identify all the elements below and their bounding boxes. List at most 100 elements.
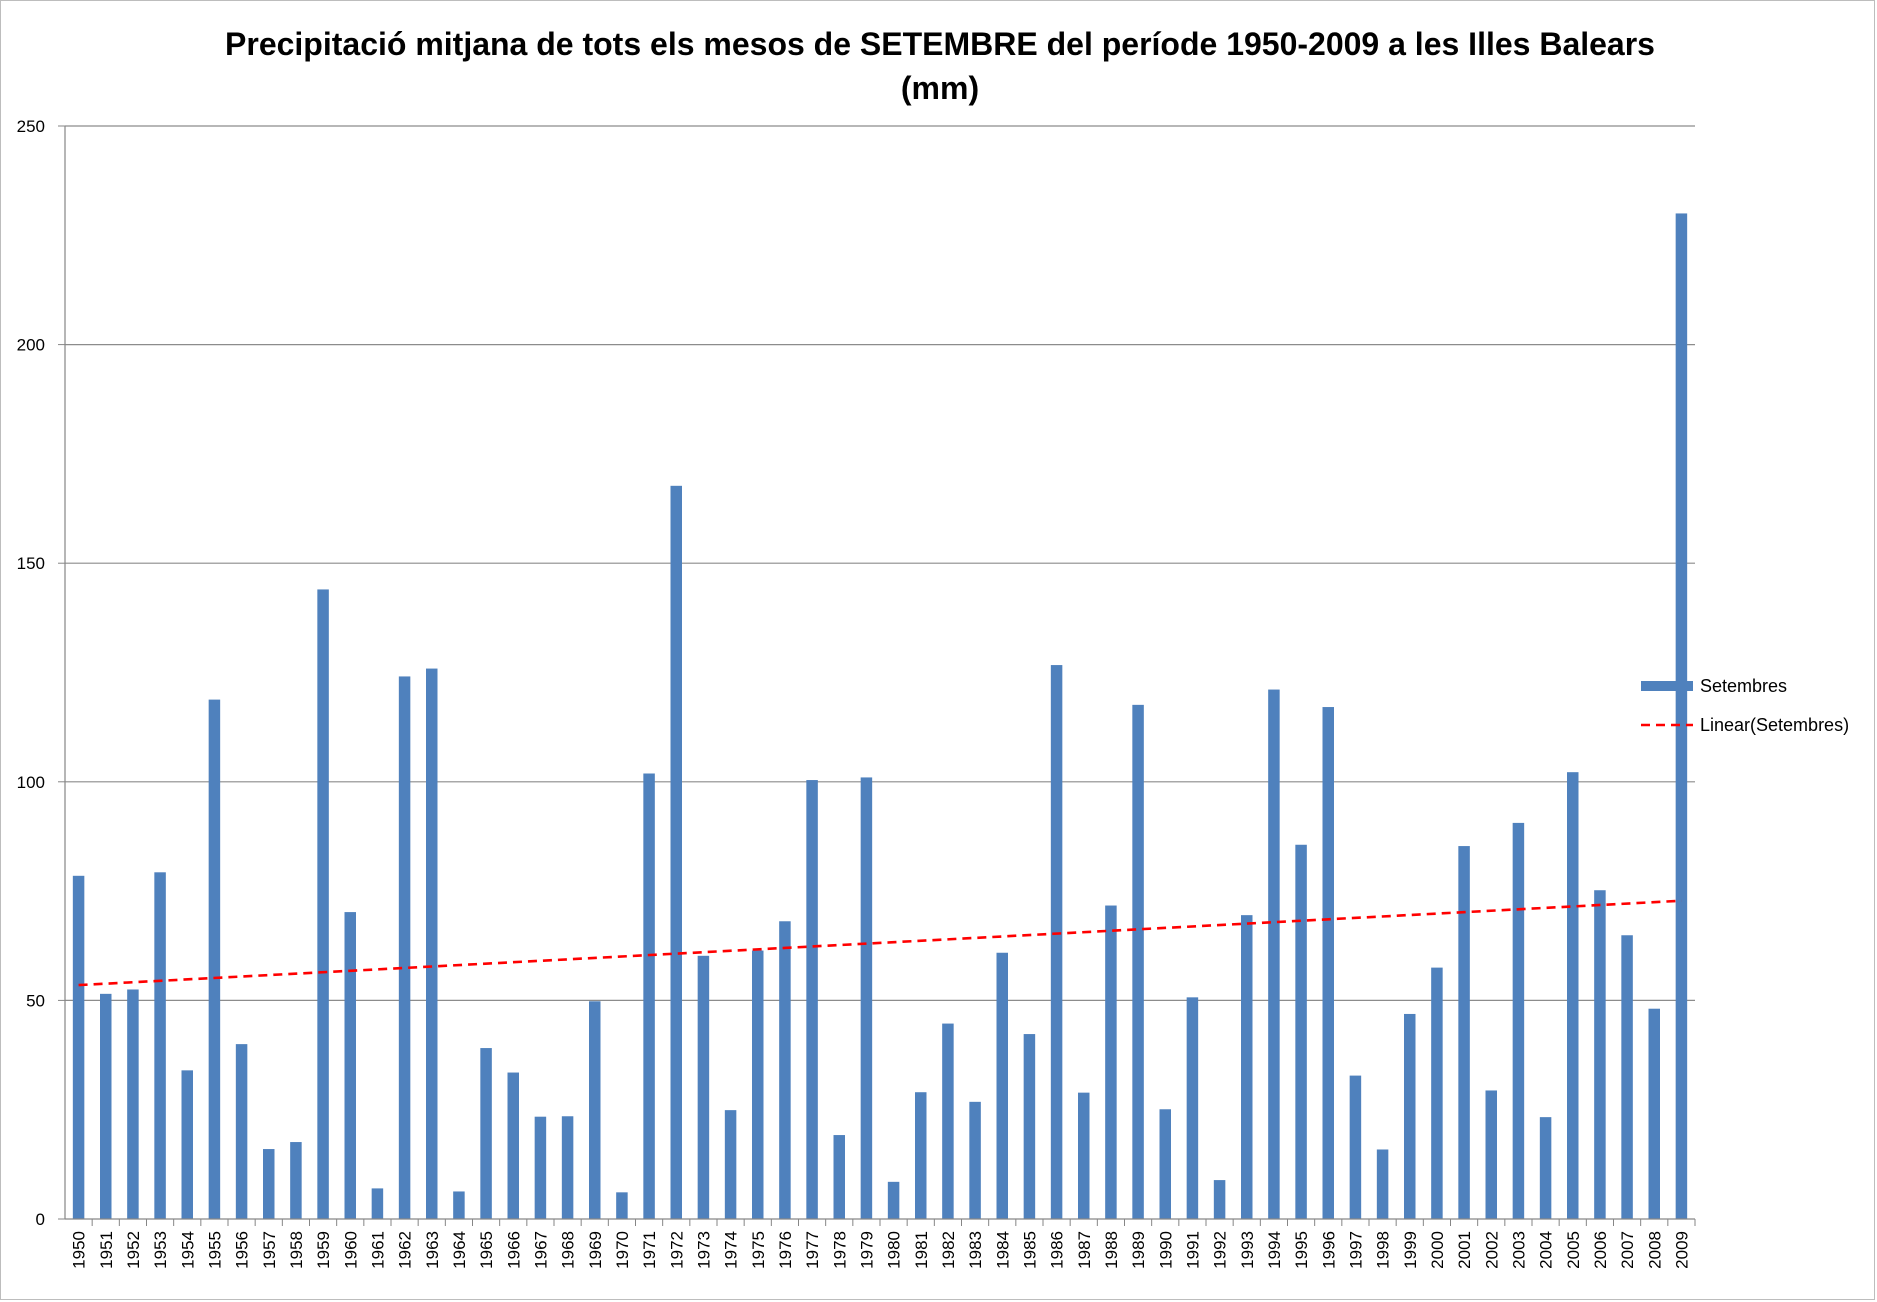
x-tick-label-1956: 1956	[233, 1231, 252, 1269]
bar-1973	[697, 955, 710, 1219]
x-tick-label-1957: 1957	[260, 1231, 279, 1269]
legend-label-trendline: Linear(Setembres)	[1700, 715, 1849, 735]
bar-2000	[1431, 967, 1443, 1219]
x-tick-label-1975: 1975	[749, 1231, 768, 1269]
x-tick-label-1965: 1965	[477, 1231, 496, 1269]
bar-1991	[1186, 997, 1199, 1219]
bar-1985	[1023, 1034, 1036, 1219]
bar-1982	[942, 1023, 954, 1219]
bar-1977	[806, 780, 818, 1219]
x-tick-label-1979: 1979	[857, 1231, 876, 1269]
x-tick-label-1960: 1960	[341, 1231, 360, 1269]
legend-label-setembres: Setembres	[1700, 676, 1787, 696]
bar-1958	[290, 1142, 302, 1219]
x-tick-label-1998: 1998	[1374, 1231, 1393, 1269]
bar-2001	[1458, 846, 1470, 1219]
x-tick-label-1982: 1982	[939, 1231, 958, 1269]
legend-swatch-setembres	[1641, 681, 1693, 691]
bar-1962	[398, 676, 411, 1219]
axes: 0 50 100 150 200 250 1950 1951 1952 1953 1954 1955 1…	[17, 117, 1696, 1269]
bar-1964	[453, 1191, 465, 1219]
bar-1972	[670, 485, 682, 1219]
bar-2006	[1594, 890, 1606, 1219]
bar-2002	[1485, 1090, 1497, 1219]
x-tick-label-1997: 1997	[1346, 1231, 1365, 1269]
x-tick-label-1971: 1971	[640, 1231, 659, 1269]
y-tick-label: 0	[36, 1210, 45, 1229]
trendline-series	[78, 899, 1682, 987]
bar-1976	[779, 921, 791, 1219]
bar-1989	[1132, 704, 1144, 1219]
bar-1984	[996, 952, 1008, 1219]
x-tick-label-2002: 2002	[1482, 1231, 1501, 1269]
bar-1951	[100, 993, 112, 1219]
bar-1995	[1295, 844, 1307, 1219]
x-tick-label-1968: 1968	[559, 1231, 578, 1269]
x-tick-label-1962: 1962	[396, 1231, 415, 1269]
x-tick-label-1950: 1950	[70, 1231, 89, 1269]
x-tick-label-1967: 1967	[531, 1231, 550, 1269]
bar-1980	[887, 1181, 900, 1219]
x-tick-label-1954: 1954	[178, 1231, 197, 1269]
y-tick-label: 250	[17, 117, 45, 136]
bar-1968	[561, 1116, 574, 1219]
bar-1994	[1268, 689, 1280, 1219]
y-tick-label: 150	[17, 554, 45, 573]
x-tick-label-1996: 1996	[1319, 1231, 1338, 1269]
bar-1957	[263, 1149, 275, 1219]
x-tick-label-1970: 1970	[613, 1231, 632, 1269]
x-tick-label-1974: 1974	[722, 1231, 741, 1269]
x-tick-label-1972: 1972	[667, 1231, 686, 1269]
y-tick-label: 200	[17, 336, 45, 355]
x-tick-label-1977: 1977	[803, 1231, 822, 1269]
x-tick-label-1985: 1985	[1020, 1231, 1039, 1269]
chart-title: Precipitació mitjana de tots els mesos d…	[160, 22, 1720, 110]
x-tick-label-2009: 2009	[1672, 1231, 1691, 1269]
x-tick-label-1999: 1999	[1401, 1231, 1420, 1269]
bar-2009	[1675, 213, 1688, 1219]
bar-1960	[344, 912, 356, 1219]
bar-1970	[616, 1192, 628, 1219]
bar-1950	[72, 875, 85, 1219]
x-tick-label-1973: 1973	[694, 1231, 713, 1269]
bar-1953	[154, 872, 166, 1219]
x-tick-label-1959: 1959	[314, 1231, 333, 1269]
bar-1997	[1349, 1075, 1362, 1219]
bar-1965	[480, 1048, 492, 1219]
bar-2005	[1567, 772, 1579, 1219]
bar-1971	[643, 773, 655, 1219]
bar-1966	[507, 1072, 519, 1219]
x-tick-label-2008: 2008	[1645, 1231, 1664, 1269]
bar-1999	[1404, 1013, 1416, 1219]
x-tick-label-1958: 1958	[287, 1231, 306, 1269]
bar-1983	[969, 1101, 981, 1219]
x-tick-label-1987: 1987	[1075, 1231, 1094, 1269]
x-tick-label-2001: 2001	[1455, 1231, 1474, 1269]
gridlines	[65, 125, 1695, 1002]
x-tick-label-1969: 1969	[586, 1231, 605, 1269]
x-tick-label-1976: 1976	[776, 1231, 795, 1269]
x-tick-label-1980: 1980	[885, 1231, 904, 1269]
x-tick-label-1995: 1995	[1292, 1231, 1311, 1269]
bar-1988	[1105, 905, 1117, 1219]
bar-2008	[1648, 1008, 1660, 1219]
bar-1963	[426, 668, 438, 1219]
x-tick-label-1951: 1951	[97, 1231, 116, 1269]
bar-1967	[534, 1116, 547, 1219]
x-tick-label-2003: 2003	[1509, 1231, 1528, 1269]
x-tick-label-2007: 2007	[1618, 1231, 1637, 1269]
y-tick-label: 100	[17, 773, 45, 792]
bar-2004	[1539, 1117, 1552, 1219]
legend: Setembres Linear(Setembres)	[1641, 676, 1849, 735]
bar-1952	[127, 989, 139, 1219]
x-tick-label-2005: 2005	[1564, 1231, 1583, 1269]
bar-1992	[1213, 1180, 1226, 1219]
x-tick-label-2006: 2006	[1591, 1231, 1610, 1269]
bar-1959	[317, 589, 329, 1219]
bar-1954	[181, 1070, 193, 1219]
bar-1987	[1078, 1092, 1090, 1219]
x-tick-label-1981: 1981	[912, 1231, 931, 1269]
x-tick-label-1984: 1984	[993, 1231, 1012, 1269]
